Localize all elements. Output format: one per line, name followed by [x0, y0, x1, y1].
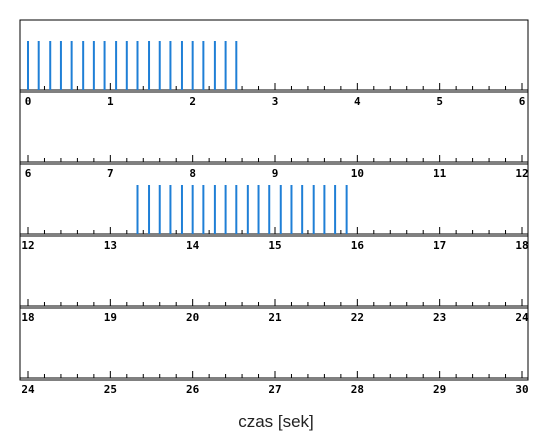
tick-label: 17	[433, 239, 446, 252]
tick-label: 11	[433, 167, 447, 180]
tick-label: 7	[107, 167, 114, 180]
tick-label: 3	[272, 95, 279, 108]
tick-label: 2	[189, 95, 196, 108]
tick-label: 18	[21, 311, 34, 324]
tick-label: 28	[351, 383, 364, 396]
tick-label: 13	[104, 239, 117, 252]
tick-label: 9	[272, 167, 279, 180]
tick-label: 4	[354, 95, 361, 108]
tick-label: 22	[351, 311, 364, 324]
tick-label: 0	[25, 95, 32, 108]
tick-label: 6	[519, 95, 526, 108]
tick-label: 1	[107, 95, 114, 108]
tick-label: 6	[25, 167, 32, 180]
tick-label: 16	[351, 239, 365, 252]
plot-frame	[19, 19, 529, 381]
tick-label: 19	[104, 311, 117, 324]
tick-label: 24	[515, 311, 529, 324]
tick-label: 29	[433, 383, 446, 396]
tick-label: 20	[186, 311, 199, 324]
x-axis-label: czas [sek]	[238, 412, 314, 431]
tick-label: 12	[21, 239, 34, 252]
tick-label: 5	[436, 95, 443, 108]
tick-label: 21	[268, 311, 282, 324]
tick-label: 8	[189, 167, 196, 180]
tick-label: 14	[186, 239, 200, 252]
tick-label: 26	[186, 383, 200, 396]
tick-label: 25	[104, 383, 117, 396]
tick-label: 10	[351, 167, 364, 180]
tick-label: 23	[433, 311, 446, 324]
tick-label: 24	[21, 383, 35, 396]
tick-label: 18	[515, 239, 528, 252]
tick-label: 12	[515, 167, 528, 180]
tick-label: 27	[268, 383, 281, 396]
tick-label: 15	[268, 239, 281, 252]
tick-label: 30	[515, 383, 528, 396]
